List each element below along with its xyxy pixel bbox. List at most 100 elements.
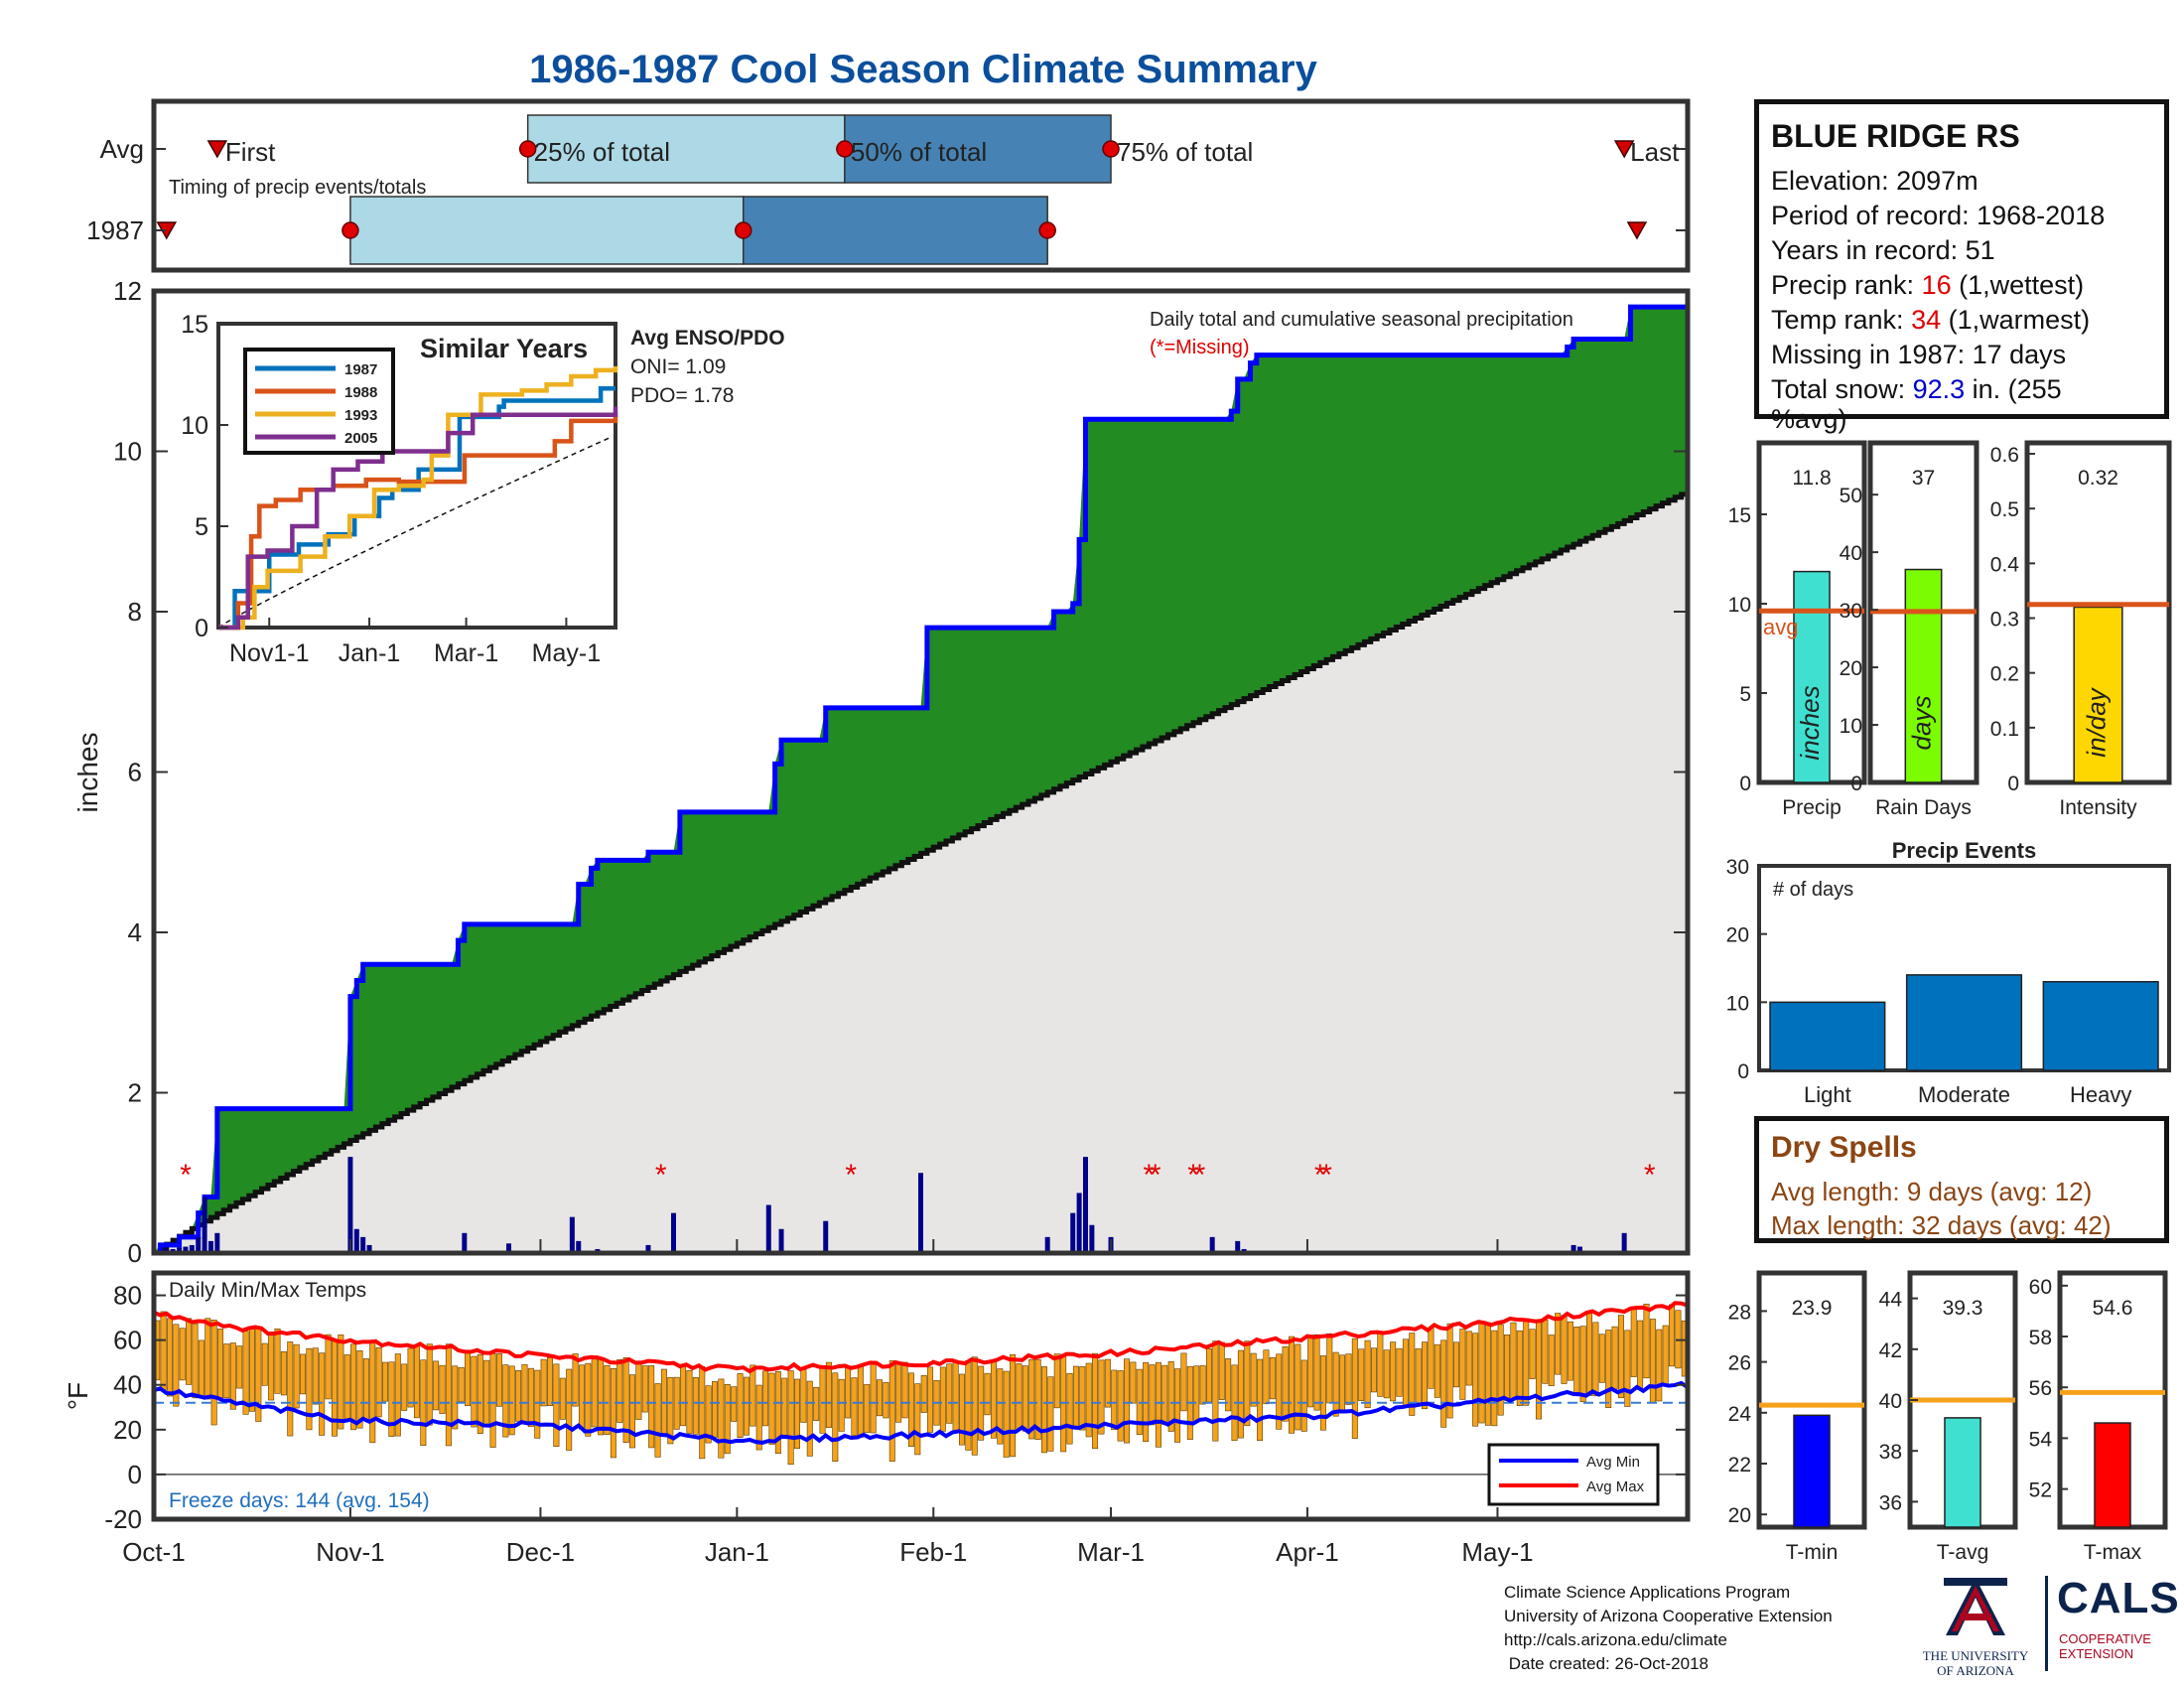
timing-label-75: 75% of total — [1117, 137, 1253, 167]
temp-range-bar — [755, 1384, 762, 1451]
inset-legend-label: 1993 — [344, 407, 377, 424]
temp-range-bar — [572, 1353, 579, 1407]
temp-range-bar — [1446, 1323, 1453, 1419]
temp-range-bar — [192, 1323, 199, 1399]
inset-x-tick-label: Mar-1 — [434, 639, 498, 667]
temp-range-bar — [927, 1366, 934, 1433]
precip-events-y-tick-label: 0 — [1737, 1060, 1749, 1083]
precip-rank-value: 16 — [1921, 270, 1952, 300]
y-tick-label: 0 — [128, 1238, 142, 1268]
inset-series-line — [218, 406, 618, 631]
inset-x-tick-label: Jan-1 — [339, 639, 401, 667]
temp-range-bar — [1440, 1339, 1447, 1428]
timing-triangle — [206, 140, 228, 159]
inset-x-tick-label: Nov1-1 — [229, 639, 310, 667]
temp-range-bar — [223, 1343, 230, 1399]
temp-range-bar — [712, 1381, 719, 1438]
daily-precip-bar — [1070, 1212, 1076, 1253]
temp-range-bar — [997, 1368, 1004, 1445]
t_min-y-tick-label: 28 — [1728, 1301, 1751, 1324]
temp-range-bar — [965, 1360, 972, 1451]
station-snow: Total snow: 92.3 in. (255 — [1771, 374, 2062, 405]
temp-range-bar — [1155, 1361, 1161, 1448]
temp-range-bar — [527, 1367, 534, 1428]
enso-title: Avg ENSO/PDO — [630, 327, 785, 350]
temp-range-bar — [1586, 1313, 1593, 1396]
y-tick-label: 2 — [128, 1078, 142, 1108]
temp-range-bar — [1535, 1320, 1542, 1420]
precip_total-bar — [1793, 570, 1831, 783]
inset-title: Similar Years — [420, 334, 588, 363]
inset-average-line — [217, 436, 614, 629]
temp-range-bar — [1199, 1365, 1206, 1405]
station-missing: Missing in 1987: 17 days — [1771, 340, 2067, 369]
temp-range-bar — [426, 1343, 433, 1426]
temp-range-bar — [1390, 1341, 1397, 1402]
temp-range-bar — [261, 1342, 268, 1386]
cals-sub1: COOPERATIVE — [2059, 1631, 2151, 1646]
temp-range-bar — [1104, 1358, 1111, 1408]
timing-dot — [518, 140, 537, 158]
temp-range-bar — [1504, 1334, 1511, 1401]
temp-range-bar — [1072, 1365, 1079, 1429]
rain_days-y-tick-label: 50 — [1840, 485, 1862, 507]
temp-range-bar — [1028, 1358, 1035, 1440]
temp-range-bar — [1433, 1343, 1440, 1398]
temp-range-bar — [1218, 1341, 1225, 1400]
daily-precip-bar — [645, 1244, 651, 1253]
temp-range-bar — [1174, 1368, 1181, 1443]
temp-range-bar — [851, 1377, 858, 1437]
temp-rank-label: Temp rank: — [1771, 305, 1912, 335]
temp-range-bar — [1402, 1338, 1409, 1408]
precip_total-category-label: Precip — [1782, 796, 1842, 819]
temp-range-bar — [1669, 1304, 1676, 1367]
temp-range-bar — [654, 1383, 661, 1458]
temp-range-bar — [1313, 1334, 1320, 1411]
temp-range-bar — [990, 1360, 997, 1439]
inset-legend-label: 1987 — [344, 361, 377, 378]
temp-range-bar — [1516, 1330, 1523, 1406]
temp-range-bar — [901, 1361, 908, 1419]
temp-range-bar — [1149, 1364, 1156, 1426]
temp-range-bar — [1484, 1322, 1491, 1426]
temp-range-bar — [1459, 1329, 1466, 1400]
cals-sub2: EXTENSION — [2059, 1646, 2134, 1661]
temp-range-bar — [312, 1347, 319, 1405]
t_max-y-tick-label: 54 — [2029, 1428, 2053, 1451]
temp-range-bar — [1339, 1354, 1346, 1411]
temp-range-bar — [1098, 1359, 1105, 1435]
temp-range-bar — [1263, 1349, 1270, 1405]
credits-line4: Date created: 26-Oct-2018 — [1504, 1654, 1709, 1673]
missing-marker: * — [655, 1159, 667, 1192]
temp-range-bar — [1300, 1359, 1307, 1432]
temp-range-bar — [1662, 1325, 1669, 1386]
temps-title: Daily Min/Max Temps — [169, 1279, 366, 1302]
daily-precip-bar — [196, 1236, 202, 1253]
y-tick-label: 12 — [113, 276, 142, 306]
temp-range-bar — [578, 1364, 585, 1430]
t_min-bar — [1793, 1414, 1831, 1528]
t_avg-value-label: 39.3 — [1943, 1297, 1983, 1320]
temp-range-bar — [325, 1334, 332, 1400]
temp-range-bar — [648, 1365, 655, 1449]
precip-events-bar — [1769, 1001, 1886, 1071]
x-tick-label: Feb-1 — [899, 1537, 967, 1567]
temp-range-bar — [1111, 1369, 1118, 1430]
temp-range-bar — [1478, 1322, 1485, 1424]
timing-bar-50-75 — [844, 114, 1112, 184]
t_avg-y-tick-label: 36 — [1879, 1491, 1902, 1514]
temp-range-bar — [413, 1344, 420, 1419]
station-snow-pct: %avg) — [1771, 404, 1847, 434]
temp-range-bar — [465, 1352, 472, 1407]
t_avg-y-tick-label: 42 — [1879, 1339, 1902, 1362]
ua-line2: OF ARIZONA — [1937, 1663, 2014, 1678]
temp-range-bar — [585, 1362, 592, 1437]
temps-y-tick-label: 80 — [113, 1281, 142, 1311]
timing-bar-25-50 — [349, 196, 745, 265]
main-annotation: Daily total and cumulative seasonal prec… — [1150, 309, 1573, 331]
temp-range-bar — [1396, 1347, 1403, 1397]
inset-legend-label: 2005 — [344, 430, 377, 447]
enso-row: ONI= 1.09 — [630, 355, 726, 378]
temp-range-bar — [502, 1364, 509, 1438]
